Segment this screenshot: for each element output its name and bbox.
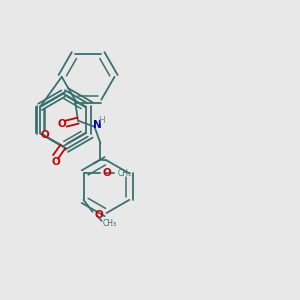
Text: O: O xyxy=(103,169,111,178)
Text: CH₃: CH₃ xyxy=(118,169,132,178)
Text: O: O xyxy=(94,210,103,220)
Text: CH₃: CH₃ xyxy=(103,219,117,228)
Text: O: O xyxy=(57,119,66,129)
Text: H: H xyxy=(99,116,105,125)
Text: O: O xyxy=(40,130,49,140)
Text: N: N xyxy=(93,120,102,130)
Text: O: O xyxy=(51,157,60,167)
